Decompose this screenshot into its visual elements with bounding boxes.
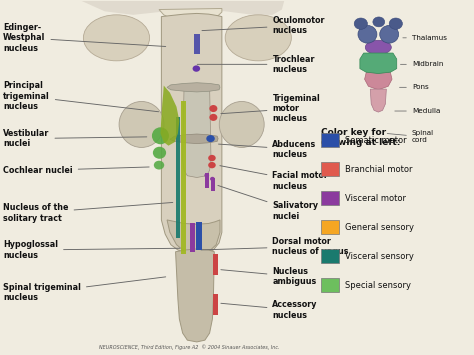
Text: Trochlear
nucleus: Trochlear nucleus	[197, 55, 315, 74]
Text: Thalamus: Thalamus	[403, 35, 447, 41]
Ellipse shape	[365, 40, 392, 54]
Bar	[213, 294, 218, 315]
Ellipse shape	[206, 135, 215, 142]
Bar	[190, 223, 195, 252]
Bar	[321, 162, 339, 176]
Text: Midbrain: Midbrain	[401, 61, 443, 67]
Text: Visceral sensory: Visceral sensory	[345, 252, 414, 261]
Ellipse shape	[119, 102, 164, 147]
Text: Salivatory
nuclei: Salivatory nuclei	[218, 185, 319, 221]
Bar	[175, 118, 180, 237]
Polygon shape	[365, 71, 392, 90]
Ellipse shape	[204, 173, 209, 178]
Bar	[196, 222, 202, 250]
Ellipse shape	[210, 177, 215, 181]
Bar	[321, 249, 339, 263]
Bar	[213, 253, 218, 275]
Ellipse shape	[380, 26, 399, 43]
Text: Branchial motor: Branchial motor	[345, 165, 412, 174]
Ellipse shape	[219, 102, 264, 147]
Ellipse shape	[373, 17, 385, 27]
Ellipse shape	[225, 15, 292, 61]
Text: Medulla: Medulla	[395, 108, 440, 114]
Text: Abducens
nucleus: Abducens nucleus	[219, 140, 317, 159]
Text: Visceral motor: Visceral motor	[345, 194, 406, 203]
Ellipse shape	[208, 155, 216, 161]
Text: Somatic motor: Somatic motor	[345, 136, 406, 145]
Text: Pons: Pons	[400, 84, 428, 90]
Bar	[181, 102, 186, 253]
Bar	[193, 34, 200, 54]
Polygon shape	[170, 134, 218, 143]
Bar	[321, 220, 339, 234]
Ellipse shape	[83, 15, 150, 61]
Text: Edinger-
Westphal
nucleus: Edinger- Westphal nucleus	[3, 23, 166, 53]
Ellipse shape	[153, 147, 166, 159]
Text: Dorsal motor
nucleus of vagus: Dorsal motor nucleus of vagus	[201, 237, 349, 256]
Text: Principal
trigeminal
nucleus: Principal trigeminal nucleus	[3, 81, 159, 112]
Bar	[210, 178, 215, 191]
Text: Nucleus of the
solitary tract: Nucleus of the solitary tract	[3, 202, 173, 223]
Bar	[321, 191, 339, 206]
Ellipse shape	[192, 65, 200, 72]
Bar	[205, 173, 209, 188]
Polygon shape	[161, 13, 222, 255]
Polygon shape	[370, 89, 386, 112]
Ellipse shape	[152, 127, 169, 144]
Polygon shape	[167, 220, 220, 255]
Polygon shape	[160, 86, 179, 146]
Ellipse shape	[208, 162, 216, 168]
Polygon shape	[182, 86, 211, 178]
Text: Cochlear nuclei: Cochlear nuclei	[3, 166, 149, 175]
Polygon shape	[159, 9, 222, 20]
Bar	[321, 133, 339, 147]
Polygon shape	[81, 1, 284, 15]
Text: Accessory
nucleus: Accessory nucleus	[221, 300, 318, 320]
Text: Spinal trigeminal
nucleus: Spinal trigeminal nucleus	[3, 277, 166, 302]
Polygon shape	[175, 249, 214, 342]
Text: Nucleus
ambiguus: Nucleus ambiguus	[221, 267, 317, 286]
Ellipse shape	[154, 161, 164, 170]
Text: Color key for
drawing at left:: Color key for drawing at left:	[321, 128, 401, 147]
Text: General sensory: General sensory	[345, 223, 414, 232]
Ellipse shape	[210, 105, 218, 112]
Text: NEUROSCIENCE, Third Edition, Figure A2  © 2004 Sinauer Associates, Inc.: NEUROSCIENCE, Third Edition, Figure A2 ©…	[100, 344, 280, 350]
Ellipse shape	[210, 114, 218, 121]
Ellipse shape	[389, 18, 402, 29]
Text: Spinal
cord: Spinal cord	[387, 130, 434, 143]
Text: Trigeminal
motor
nucleus: Trigeminal motor nucleus	[221, 94, 320, 124]
Text: Oculomotor
nucleus: Oculomotor nucleus	[202, 16, 325, 35]
Bar	[321, 278, 339, 293]
Ellipse shape	[354, 18, 367, 29]
Polygon shape	[360, 53, 397, 73]
Text: Vestibular
nuclei: Vestibular nuclei	[3, 129, 147, 148]
Polygon shape	[167, 83, 220, 92]
Text: Facial motor
nucleus: Facial motor nucleus	[220, 166, 328, 191]
Text: Special sensory: Special sensory	[345, 281, 411, 290]
Ellipse shape	[358, 26, 377, 43]
Text: Hypoglossal
nucleus: Hypoglossal nucleus	[3, 240, 180, 260]
